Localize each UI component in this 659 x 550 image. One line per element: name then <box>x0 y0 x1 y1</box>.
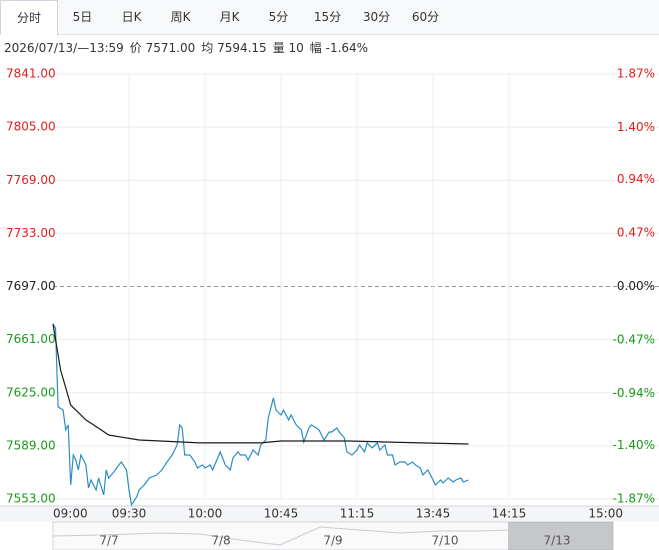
x-tick-label: 15:00 <box>588 507 623 521</box>
info-item: 量 10 <box>272 41 304 55</box>
info-item: 2026/07/13/—13:59 <box>4 41 124 55</box>
info-line: 2026/07/13/—13:59 价 7571.00 均 7594.15 量 10 幅… <box>4 39 374 56</box>
navigator-label: 7/7 <box>99 534 118 548</box>
x-tick-label: 14:15 <box>492 507 527 521</box>
y2-tick-label: -1.40% <box>613 438 655 452</box>
y-tick-label: 7661.00 <box>6 332 56 346</box>
tab[interactable]: 周K <box>170 10 191 24</box>
y-tick-label: 7625.00 <box>6 385 56 399</box>
info-item: 价 7571.00 <box>129 41 196 55</box>
y-tick-label: 7697.00 <box>6 279 56 293</box>
tab[interactable]: 分时 <box>0 0 58 35</box>
info-item: 均 7594.15 <box>201 41 267 55</box>
y2-tick-label: -0.47% <box>613 332 655 346</box>
y2-tick-label: -0.94% <box>613 386 655 400</box>
navigator-label: 7/9 <box>323 534 342 548</box>
y-tick-label: 7805.00 <box>6 120 56 134</box>
tab[interactable]: 月K <box>219 10 240 24</box>
x-tick-label: 10:45 <box>264 507 299 521</box>
tab[interactable]: 30分 <box>362 10 391 24</box>
y2-tick-label: 0.47% <box>617 226 655 240</box>
tab[interactable]: 60分 <box>411 10 440 24</box>
price-line <box>52 323 469 445</box>
x-tick-label: 09:00 <box>53 507 88 521</box>
y2-tick-label: 1.87% <box>617 67 655 81</box>
y-tick-label: 7841.00 <box>6 67 56 81</box>
tab[interactable]: 5日 <box>72 10 93 24</box>
x-tick-label: 09:30 <box>112 507 147 521</box>
navigator-label: 7/10 <box>432 534 459 548</box>
y2-tick-label: 1.40% <box>617 120 655 134</box>
navigator-label: 7/8 <box>211 534 230 548</box>
tab[interactable]: 5分 <box>268 10 289 24</box>
tab[interactable]: 日K <box>121 10 142 24</box>
x-tick-label: 13:45 <box>416 507 451 521</box>
navigator-label: 7/13 <box>544 534 571 548</box>
price-line <box>52 323 469 507</box>
navigator-overview <box>52 526 509 546</box>
y-tick-label: 7769.00 <box>6 173 56 187</box>
y-tick-label: 7553.00 <box>6 492 56 506</box>
y-tick-label: 7733.00 <box>6 226 56 240</box>
x-tick-label: 10:00 <box>188 507 223 521</box>
y2-tick-label: -1.87% <box>613 492 655 506</box>
x-tick-label: 11:15 <box>340 507 375 521</box>
tab[interactable]: 15分 <box>313 10 342 24</box>
y2-tick-label: 0.94% <box>617 172 655 186</box>
x-axis-strip <box>0 506 659 522</box>
navigator-selection[interactable] <box>508 522 613 550</box>
y2-tick-label: 0.00% <box>617 279 655 293</box>
tab-bar: 分时 5日 日K 周K 月K 5分 15分 30分 60分 <box>0 0 659 35</box>
y-tick-label: 7589.00 <box>6 438 56 452</box>
info-item: 幅 -1.64% <box>309 41 369 55</box>
